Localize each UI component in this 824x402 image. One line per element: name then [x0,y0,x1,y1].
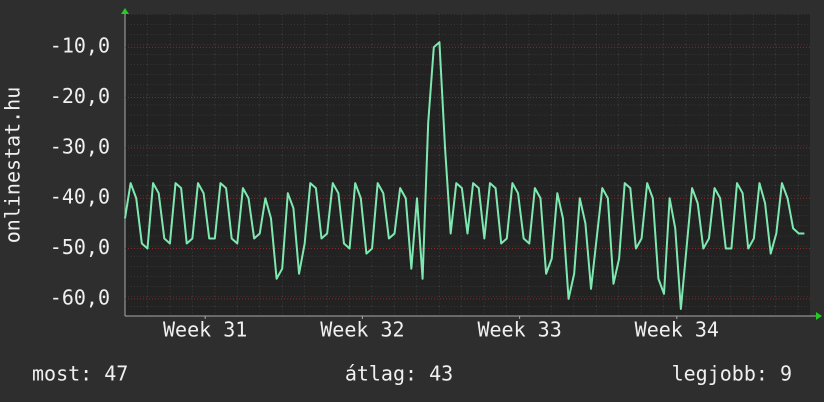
y-tick-label: -30,0 [50,134,110,158]
x-tick-label: Week 31 [163,318,247,342]
x-arrow [816,312,822,320]
y-tick-label: -60,0 [50,285,110,309]
x-tick-label: Week 33 [477,318,561,342]
y-arrow [121,8,129,14]
y-tick-label: -10,0 [50,34,110,58]
y-tick-label: -40,0 [50,185,110,209]
y-axis-label: onlinestat.hu [1,87,25,244]
footer-best: legjobb: 9 [672,362,792,386]
y-tick-label: -20,0 [50,84,110,108]
footer-current: most: 47 [32,362,128,386]
x-tick-label: Week 34 [635,318,719,342]
series-line [124,41,805,310]
y-tick-label: -50,0 [50,235,110,259]
x-tick-label: Week 32 [320,318,404,342]
footer-average: átlag: 43 [345,362,453,386]
minor-grid [125,14,810,316]
